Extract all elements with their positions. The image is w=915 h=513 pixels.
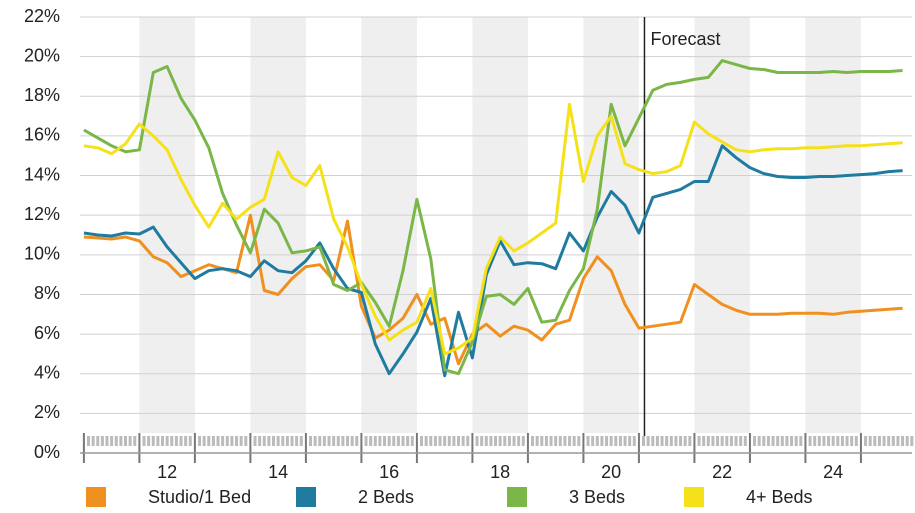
x-tick-label: 18 <box>490 462 510 482</box>
year-band <box>805 17 861 433</box>
year-band <box>139 17 195 433</box>
y-tick-label: 8% <box>34 283 60 303</box>
year-band <box>694 17 750 433</box>
y-tick-label: 22% <box>24 6 60 26</box>
year-band <box>361 17 417 433</box>
forecast-label: Forecast <box>650 29 720 49</box>
legend-label: 4+ Beds <box>746 487 813 507</box>
y-tick-label: 10% <box>24 244 60 264</box>
legend-swatch <box>296 487 316 507</box>
x-tick-label: 24 <box>823 462 843 482</box>
series-line <box>83 102 903 356</box>
y-tick-label: 2% <box>34 402 60 422</box>
series-line <box>83 59 903 376</box>
y-tick-label: 18% <box>24 85 60 105</box>
y-tick-label: 12% <box>24 204 60 224</box>
legend-label: 3 Beds <box>569 487 625 507</box>
y-tick-label: 0% <box>34 442 60 462</box>
y-tick-label: 16% <box>24 125 60 145</box>
year-band <box>472 17 528 433</box>
y-tick-label: 20% <box>24 45 60 65</box>
x-tick-label: 22 <box>712 462 732 482</box>
y-tick-label: 6% <box>34 323 60 343</box>
legend-label: 2 Beds <box>358 487 414 507</box>
y-tick-label: 4% <box>34 362 60 382</box>
x-tick-label: 20 <box>601 462 621 482</box>
legend-swatch <box>507 487 527 507</box>
series-line <box>83 144 903 378</box>
x-tick-label: 14 <box>268 462 288 482</box>
legend-label: Studio/1 Bed <box>148 487 251 507</box>
x-tick-label: 12 <box>157 462 177 482</box>
legend-swatch <box>684 487 704 507</box>
x-tick-label: 16 <box>379 462 399 482</box>
year-band <box>583 17 639 433</box>
y-tick-label: 14% <box>24 164 60 184</box>
legend-swatch <box>86 487 106 507</box>
